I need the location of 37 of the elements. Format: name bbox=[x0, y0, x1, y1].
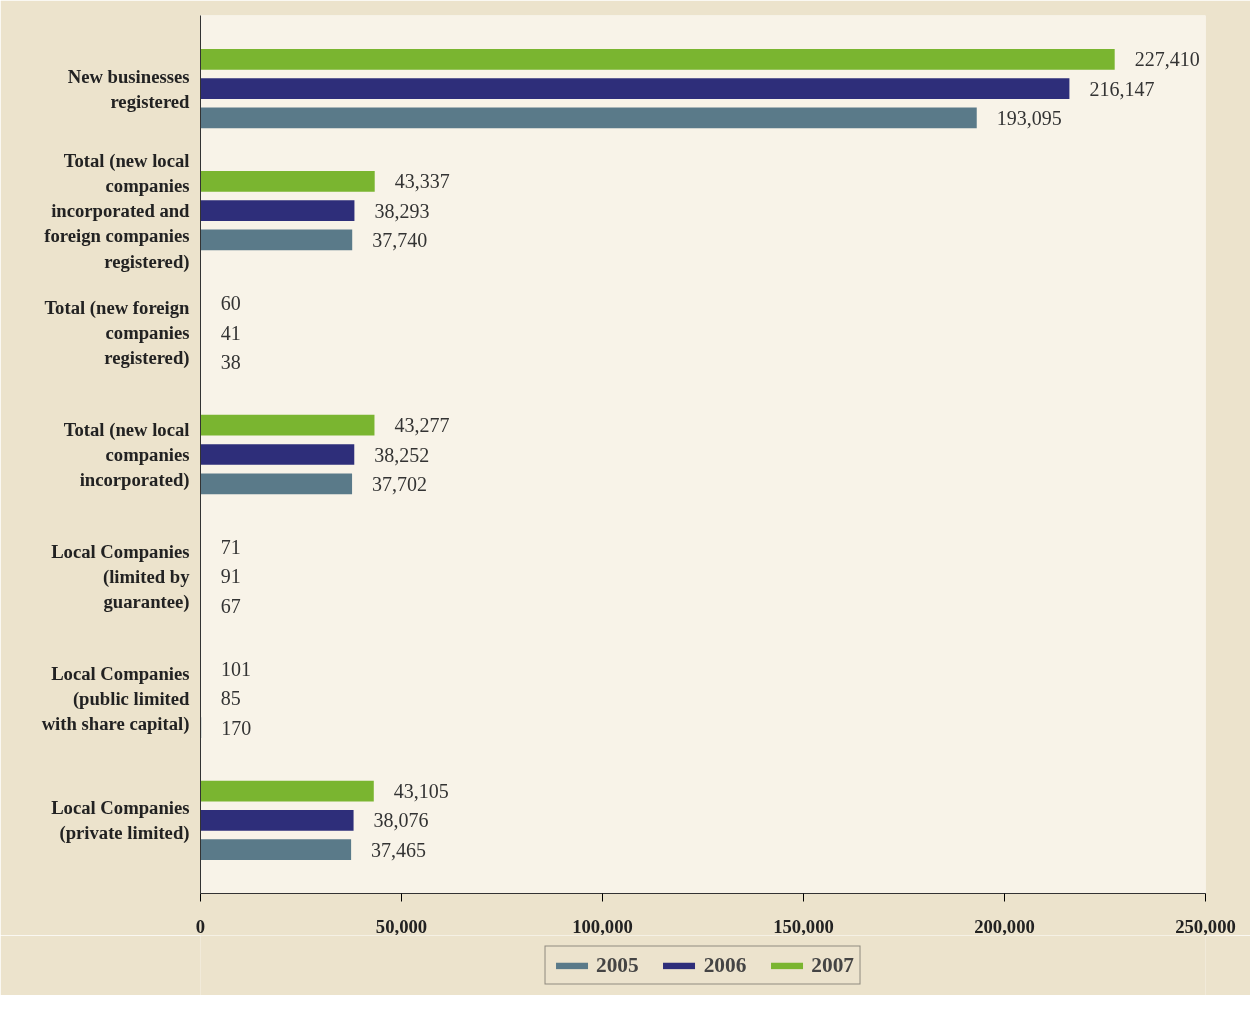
y-tick-label: Local Companies (public limited with share capital) bbox=[41, 662, 191, 736]
legend-label: 2006 bbox=[703, 952, 747, 978]
x-tick-label: 0 bbox=[195, 915, 206, 937]
data-label: 193,095 bbox=[996, 106, 1062, 129]
data-label: 60 bbox=[220, 292, 241, 315]
data-label: 71 bbox=[220, 536, 241, 559]
data-label: 41 bbox=[220, 321, 241, 344]
data-label: 43,277 bbox=[394, 414, 450, 437]
data-label: 170 bbox=[221, 716, 252, 739]
y-tick-label: Total (new foreign companies registered) bbox=[44, 296, 191, 370]
data-label: 37,740 bbox=[372, 228, 428, 251]
data-label: 38,293 bbox=[374, 199, 430, 222]
data-label: 38 bbox=[220, 350, 241, 373]
data-label: 38,252 bbox=[374, 443, 430, 466]
data-label: 43,105 bbox=[393, 780, 449, 803]
data-label: 85 bbox=[220, 687, 241, 710]
y-tick-label: Total (new local companies incorporated and foreign companies registered) bbox=[44, 149, 191, 273]
y-tick-label: New businesses registered bbox=[67, 65, 191, 112]
x-tick-label: 100,000 bbox=[572, 915, 633, 937]
legend-label: 2005 bbox=[596, 952, 639, 978]
data-label: 227,410 bbox=[1134, 48, 1200, 71]
data-label: 37,465 bbox=[371, 838, 427, 861]
x-tick-label: 250,000 bbox=[1175, 915, 1236, 937]
data-label: 101 bbox=[220, 658, 251, 681]
y-tick-label: Total (new local companies incorporated) bbox=[63, 418, 190, 492]
x-tick-label: 50,000 bbox=[375, 915, 428, 937]
y-tick-label: Local Companies (limited by guarantee) bbox=[51, 540, 191, 614]
data-label: 43,337 bbox=[394, 170, 450, 193]
x-tick-label: 200,000 bbox=[974, 915, 1035, 937]
data-label: 91 bbox=[220, 565, 241, 588]
data-label: 38,076 bbox=[373, 809, 429, 832]
y-tick-label: Local Companies (private limited) bbox=[51, 797, 190, 845]
data-label: 216,147 bbox=[1089, 77, 1155, 100]
data-label: 67 bbox=[220, 594, 241, 617]
x-tick-label: 150,000 bbox=[773, 915, 834, 937]
legend-label: 2007 bbox=[811, 952, 854, 978]
data-label: 37,702 bbox=[372, 472, 428, 495]
